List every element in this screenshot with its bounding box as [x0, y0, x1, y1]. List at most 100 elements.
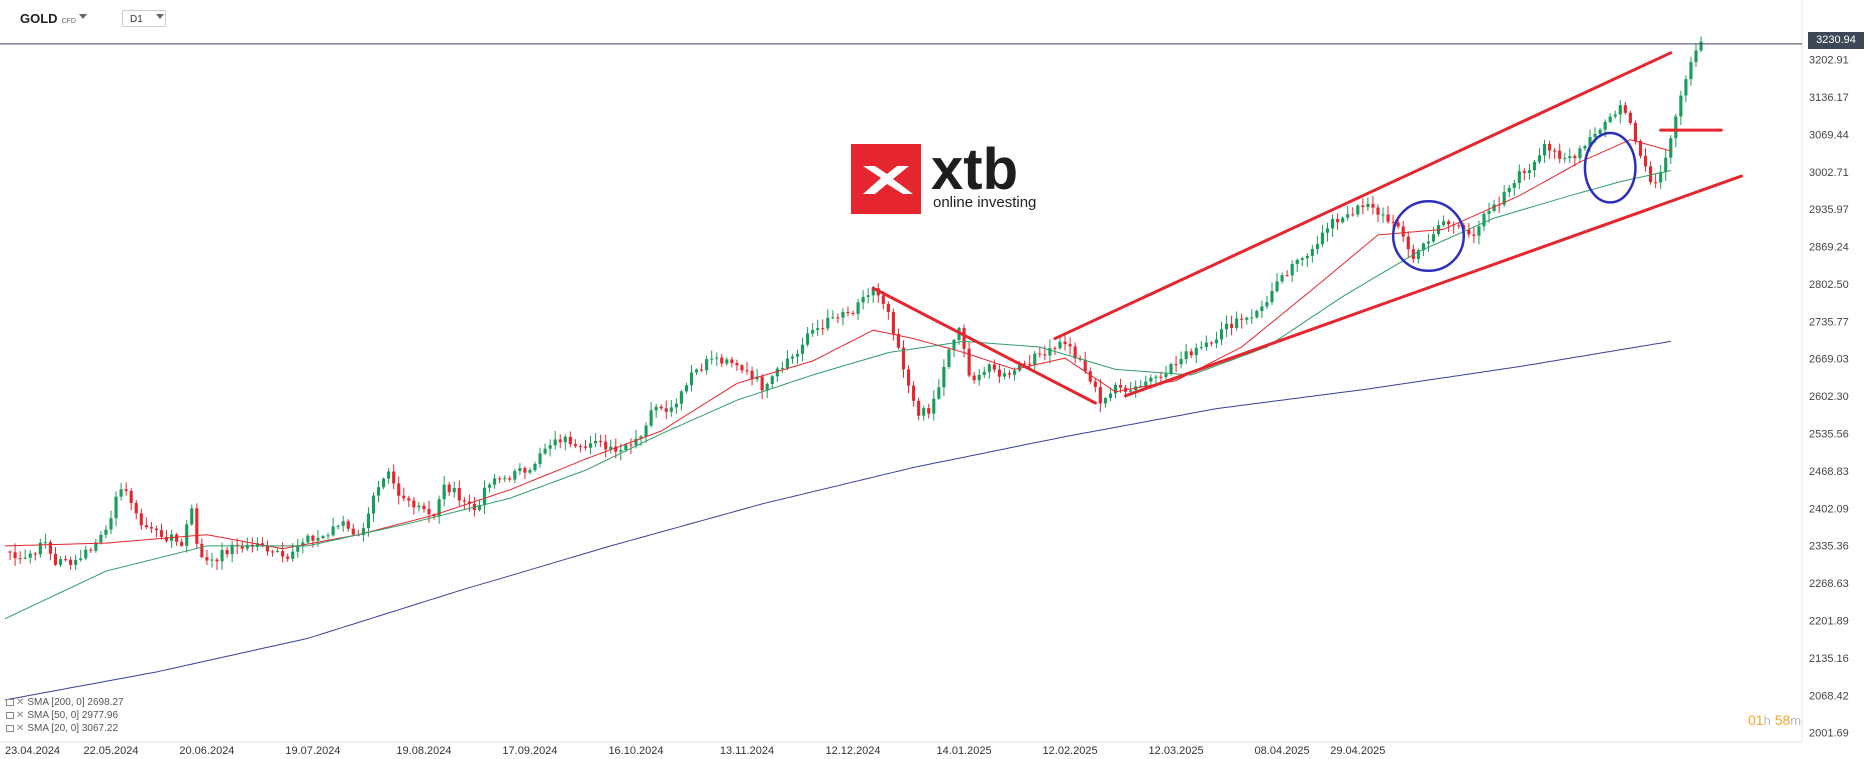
candle-body: [1371, 203, 1375, 208]
candle-body: [1487, 210, 1491, 214]
candle-body: [371, 495, 376, 514]
candle-body: [462, 500, 466, 502]
candle-body: [1638, 140, 1643, 156]
y-tick-label: 2669.03: [1809, 354, 1849, 366]
candle-body: [38, 542, 42, 555]
candle-body: [498, 478, 502, 480]
candle-body: [109, 518, 113, 530]
candle-body: [180, 541, 184, 546]
timeframe-selector[interactable]: D1: [122, 10, 166, 27]
symbol-selector[interactable]: GOLD CFD: [20, 11, 76, 26]
candle-body: [1563, 158, 1567, 160]
candle-body: [1048, 348, 1052, 356]
candle-body: [1679, 95, 1683, 117]
candle-body: [447, 484, 451, 493]
candle-body: [1295, 259, 1299, 265]
x-tick-label: 29.04.2025: [1330, 745, 1385, 757]
candle-body: [543, 448, 547, 454]
xtb-logo: xtb online investing: [851, 137, 1041, 214]
candle-body: [1305, 255, 1309, 259]
indicator-settings-icon[interactable]: [6, 711, 14, 719]
candle-body: [351, 528, 355, 535]
candle-body: [1002, 373, 1007, 377]
x-tick-label: 08.04.2025: [1255, 745, 1310, 757]
candle-body: [1351, 214, 1355, 216]
candle-body: [1396, 222, 1400, 227]
candle-body: [1472, 234, 1476, 236]
candle-body: [1139, 385, 1143, 387]
candle-body: [1411, 249, 1415, 259]
candle-body: [215, 559, 219, 562]
candle-body: [740, 365, 744, 371]
candle-body: [316, 538, 320, 541]
candle-body: [664, 408, 668, 412]
candle-body: [634, 438, 638, 446]
candle-body: [770, 376, 774, 385]
candle-body: [175, 534, 179, 542]
candle-body: [745, 370, 749, 372]
candle-body: [1659, 172, 1663, 183]
candle-body: [533, 463, 537, 471]
candle-body: [700, 369, 704, 371]
candle-body: [1558, 150, 1562, 159]
close-icon[interactable]: ✕: [16, 710, 25, 721]
timer-hours: 01: [1748, 712, 1764, 728]
candle-body: [1164, 373, 1168, 377]
candle-body: [1341, 217, 1345, 223]
candle-body: [139, 513, 143, 526]
candle-body: [260, 543, 265, 546]
candle-body: [1381, 214, 1385, 216]
xtb-cross-icon: [863, 166, 913, 194]
candle-body: [225, 549, 229, 555]
candle-body: [851, 312, 855, 314]
candle-body: [679, 391, 683, 404]
candle-body: [952, 339, 956, 350]
candle-body: [1184, 351, 1188, 360]
candle-body: [906, 369, 911, 386]
candle-body: [427, 509, 431, 515]
candle-body: [1522, 171, 1526, 173]
candle-body: [1118, 385, 1123, 388]
legend-item[interactable]: ✕ SMA [200, 0] 2698.27: [6, 696, 124, 709]
candle-body: [705, 359, 709, 371]
candle-body: [164, 536, 169, 541]
y-tick-label: 2602.30: [1809, 391, 1849, 403]
candle-body: [1159, 376, 1163, 378]
candle-body: [1457, 225, 1461, 227]
candle-body: [689, 372, 694, 386]
legend-item[interactable]: ✕ SMA [20, 0] 3067.22: [6, 722, 124, 735]
close-icon[interactable]: ✕: [16, 697, 25, 708]
chevron-down-icon[interactable]: [156, 14, 164, 19]
candle-body: [296, 545, 300, 552]
legend-item[interactable]: ✕ SMA [50, 0] 2977.96: [6, 709, 124, 722]
candle-body: [265, 545, 270, 552]
indicator-settings-icon[interactable]: [6, 724, 14, 732]
candle-body: [397, 483, 401, 496]
candle-body: [1573, 156, 1577, 159]
indicator-settings-icon[interactable]: [6, 698, 14, 706]
x-tick-label: 13.11.2024: [720, 745, 774, 757]
candle-body: [785, 358, 789, 368]
candle-body: [1083, 359, 1087, 372]
candle-body: [760, 376, 764, 391]
legend-label: SMA [50, 0] 2977.96: [27, 710, 119, 721]
candle-body: [154, 528, 158, 531]
last-price-tag: 3230.94: [1808, 32, 1864, 49]
candle-body: [477, 505, 482, 511]
xtb-logo-tagline: online investing: [933, 194, 1037, 211]
candle-body: [1108, 393, 1113, 399]
candle-body: [124, 489, 128, 491]
candle-body: [1426, 241, 1431, 244]
candle-body: [755, 376, 759, 380]
candle-body: [1028, 363, 1032, 365]
chevron-down-icon[interactable]: [79, 14, 87, 19]
x-tick-label: 19.07.2024: [285, 745, 340, 757]
candle-body: [831, 317, 835, 319]
candle-body: [28, 553, 32, 558]
candle-body: [1654, 182, 1658, 184]
candle-body: [1043, 354, 1047, 356]
close-icon[interactable]: ✕: [16, 723, 25, 734]
candle-body: [614, 446, 618, 452]
candle-body: [366, 513, 371, 529]
